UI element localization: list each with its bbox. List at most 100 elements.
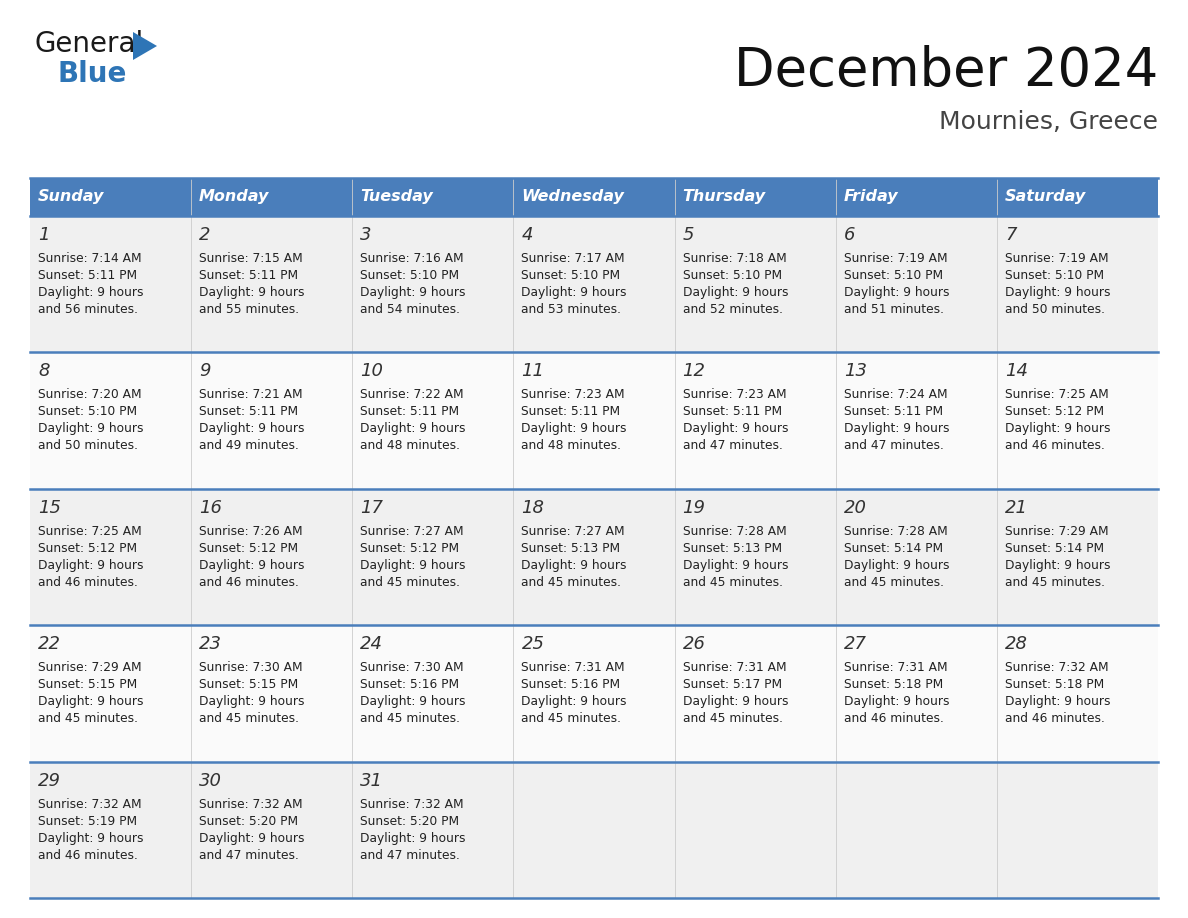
Text: Sunrise: 7:18 AM: Sunrise: 7:18 AM bbox=[683, 252, 786, 265]
Text: Sunrise: 7:26 AM: Sunrise: 7:26 AM bbox=[200, 525, 303, 538]
Text: Daylight: 9 hours: Daylight: 9 hours bbox=[38, 832, 144, 845]
Text: Sunrise: 7:19 AM: Sunrise: 7:19 AM bbox=[843, 252, 947, 265]
Text: and 47 minutes.: and 47 minutes. bbox=[200, 848, 299, 862]
Text: 17: 17 bbox=[360, 498, 384, 517]
Text: Daylight: 9 hours: Daylight: 9 hours bbox=[843, 422, 949, 435]
Text: and 47 minutes.: and 47 minutes. bbox=[360, 848, 460, 862]
Text: Sunrise: 7:24 AM: Sunrise: 7:24 AM bbox=[843, 388, 947, 401]
Text: and 45 minutes.: and 45 minutes. bbox=[200, 712, 299, 725]
Text: 21: 21 bbox=[1005, 498, 1028, 517]
Text: Sunset: 5:17 PM: Sunset: 5:17 PM bbox=[683, 678, 782, 691]
Text: Sunrise: 7:30 AM: Sunrise: 7:30 AM bbox=[200, 661, 303, 674]
Text: 8: 8 bbox=[38, 363, 50, 380]
Text: Sunrise: 7:28 AM: Sunrise: 7:28 AM bbox=[683, 525, 786, 538]
Text: Sunrise: 7:28 AM: Sunrise: 7:28 AM bbox=[843, 525, 948, 538]
Text: Daylight: 9 hours: Daylight: 9 hours bbox=[522, 559, 627, 572]
Bar bbox=[30, 353, 1158, 488]
Text: 3: 3 bbox=[360, 226, 372, 244]
Text: Wednesday: Wednesday bbox=[522, 189, 625, 205]
Text: and 53 minutes.: and 53 minutes. bbox=[522, 303, 621, 316]
Text: Sunset: 5:12 PM: Sunset: 5:12 PM bbox=[1005, 406, 1104, 419]
Text: Daylight: 9 hours: Daylight: 9 hours bbox=[1005, 559, 1111, 572]
Text: 30: 30 bbox=[200, 772, 222, 789]
Text: Sunrise: 7:23 AM: Sunrise: 7:23 AM bbox=[522, 388, 625, 401]
Text: and 46 minutes.: and 46 minutes. bbox=[1005, 712, 1105, 725]
Text: Daylight: 9 hours: Daylight: 9 hours bbox=[360, 422, 466, 435]
Text: Daylight: 9 hours: Daylight: 9 hours bbox=[683, 422, 788, 435]
Text: and 45 minutes.: and 45 minutes. bbox=[360, 712, 460, 725]
Text: Sunrise: 7:27 AM: Sunrise: 7:27 AM bbox=[522, 525, 625, 538]
Text: and 45 minutes.: and 45 minutes. bbox=[38, 712, 138, 725]
Text: Mournies, Greece: Mournies, Greece bbox=[939, 110, 1158, 134]
Text: Daylight: 9 hours: Daylight: 9 hours bbox=[683, 286, 788, 299]
Text: Sunset: 5:19 PM: Sunset: 5:19 PM bbox=[38, 814, 137, 828]
Text: Sunrise: 7:32 AM: Sunrise: 7:32 AM bbox=[1005, 661, 1108, 674]
Text: Sunrise: 7:25 AM: Sunrise: 7:25 AM bbox=[38, 525, 141, 538]
Text: Daylight: 9 hours: Daylight: 9 hours bbox=[200, 559, 304, 572]
Text: Sunrise: 7:19 AM: Sunrise: 7:19 AM bbox=[1005, 252, 1108, 265]
Bar bbox=[30, 625, 1158, 762]
Text: Sunset: 5:13 PM: Sunset: 5:13 PM bbox=[683, 542, 782, 554]
Text: 14: 14 bbox=[1005, 363, 1028, 380]
Bar bbox=[30, 178, 1158, 216]
Text: Sunset: 5:15 PM: Sunset: 5:15 PM bbox=[200, 678, 298, 691]
Text: Daylight: 9 hours: Daylight: 9 hours bbox=[843, 286, 949, 299]
Text: Blue: Blue bbox=[57, 60, 126, 88]
Text: Sunrise: 7:29 AM: Sunrise: 7:29 AM bbox=[1005, 525, 1108, 538]
Text: 13: 13 bbox=[843, 363, 867, 380]
Text: 20: 20 bbox=[843, 498, 867, 517]
Text: Sunset: 5:11 PM: Sunset: 5:11 PM bbox=[522, 406, 620, 419]
Text: Daylight: 9 hours: Daylight: 9 hours bbox=[200, 695, 304, 708]
Text: and 50 minutes.: and 50 minutes. bbox=[1005, 303, 1105, 316]
Text: Sunset: 5:20 PM: Sunset: 5:20 PM bbox=[360, 814, 460, 828]
Text: Sunset: 5:16 PM: Sunset: 5:16 PM bbox=[360, 678, 460, 691]
Text: Daylight: 9 hours: Daylight: 9 hours bbox=[360, 832, 466, 845]
Text: Thursday: Thursday bbox=[683, 189, 766, 205]
Text: Sunset: 5:12 PM: Sunset: 5:12 PM bbox=[360, 542, 460, 554]
Text: Sunset: 5:10 PM: Sunset: 5:10 PM bbox=[843, 269, 943, 282]
Text: 2: 2 bbox=[200, 226, 210, 244]
Text: 26: 26 bbox=[683, 635, 706, 654]
Text: 5: 5 bbox=[683, 226, 694, 244]
Text: Daylight: 9 hours: Daylight: 9 hours bbox=[38, 286, 144, 299]
Text: 22: 22 bbox=[38, 635, 61, 654]
Text: and 56 minutes.: and 56 minutes. bbox=[38, 303, 138, 316]
Text: 23: 23 bbox=[200, 635, 222, 654]
Text: Sunset: 5:10 PM: Sunset: 5:10 PM bbox=[1005, 269, 1104, 282]
Text: 12: 12 bbox=[683, 363, 706, 380]
Text: Sunset: 5:10 PM: Sunset: 5:10 PM bbox=[38, 406, 137, 419]
Text: Daylight: 9 hours: Daylight: 9 hours bbox=[1005, 695, 1111, 708]
Bar bbox=[30, 216, 1158, 353]
Text: Daylight: 9 hours: Daylight: 9 hours bbox=[200, 286, 304, 299]
Text: 15: 15 bbox=[38, 498, 61, 517]
Text: 1: 1 bbox=[38, 226, 50, 244]
Text: 6: 6 bbox=[843, 226, 855, 244]
Text: Sunset: 5:12 PM: Sunset: 5:12 PM bbox=[38, 542, 137, 554]
Text: and 45 minutes.: and 45 minutes. bbox=[1005, 576, 1105, 588]
Text: and 52 minutes.: and 52 minutes. bbox=[683, 303, 783, 316]
Text: Sunset: 5:10 PM: Sunset: 5:10 PM bbox=[683, 269, 782, 282]
Text: Daylight: 9 hours: Daylight: 9 hours bbox=[1005, 286, 1111, 299]
Text: Daylight: 9 hours: Daylight: 9 hours bbox=[38, 422, 144, 435]
Text: Daylight: 9 hours: Daylight: 9 hours bbox=[200, 422, 304, 435]
Text: 4: 4 bbox=[522, 226, 533, 244]
Text: Sunrise: 7:23 AM: Sunrise: 7:23 AM bbox=[683, 388, 786, 401]
Text: Sunrise: 7:29 AM: Sunrise: 7:29 AM bbox=[38, 661, 141, 674]
Text: and 46 minutes.: and 46 minutes. bbox=[38, 576, 138, 588]
Text: Sunset: 5:14 PM: Sunset: 5:14 PM bbox=[843, 542, 943, 554]
Text: 11: 11 bbox=[522, 363, 544, 380]
Text: Sunset: 5:11 PM: Sunset: 5:11 PM bbox=[843, 406, 943, 419]
Text: Daylight: 9 hours: Daylight: 9 hours bbox=[38, 559, 144, 572]
Text: Sunset: 5:13 PM: Sunset: 5:13 PM bbox=[522, 542, 620, 554]
Text: Sunset: 5:10 PM: Sunset: 5:10 PM bbox=[360, 269, 460, 282]
Text: Sunrise: 7:32 AM: Sunrise: 7:32 AM bbox=[38, 798, 141, 811]
Text: Sunset: 5:16 PM: Sunset: 5:16 PM bbox=[522, 678, 620, 691]
Text: 10: 10 bbox=[360, 363, 384, 380]
Text: and 51 minutes.: and 51 minutes. bbox=[843, 303, 943, 316]
Text: and 46 minutes.: and 46 minutes. bbox=[1005, 440, 1105, 453]
Text: Sunset: 5:11 PM: Sunset: 5:11 PM bbox=[200, 406, 298, 419]
Text: Sunrise: 7:21 AM: Sunrise: 7:21 AM bbox=[200, 388, 303, 401]
Text: Daylight: 9 hours: Daylight: 9 hours bbox=[683, 695, 788, 708]
Text: Sunset: 5:18 PM: Sunset: 5:18 PM bbox=[843, 678, 943, 691]
Text: Sunrise: 7:31 AM: Sunrise: 7:31 AM bbox=[683, 661, 786, 674]
